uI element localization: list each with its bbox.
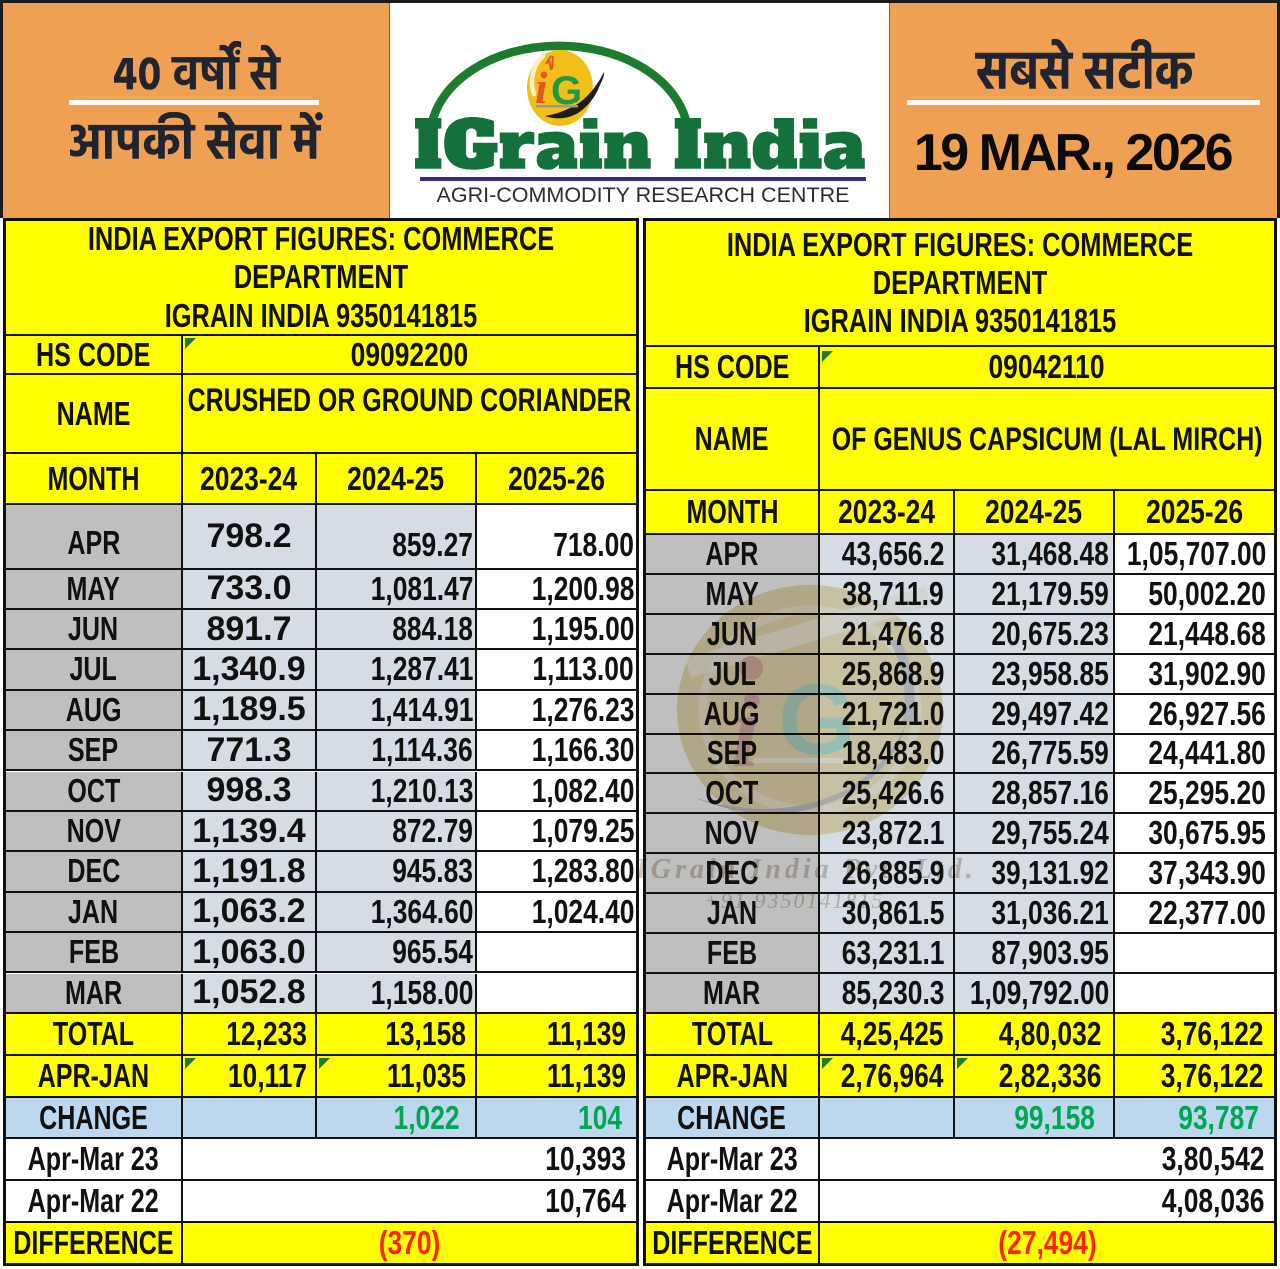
svg-text:i: i — [535, 63, 548, 113]
svg-text:AGRI-COMMODITY RESEARCH CENTRE: AGRI-COMMODITY RESEARCH CENTRE — [437, 183, 850, 207]
svg-text:G: G — [778, 664, 856, 776]
svg-text:i: i — [731, 672, 760, 789]
svg-text:IGrain India Pvt. Ltd.: IGrain India Pvt. Ltd. — [635, 854, 977, 885]
svg-text:+91 9350141815: +91 9350141815 — [704, 888, 884, 913]
